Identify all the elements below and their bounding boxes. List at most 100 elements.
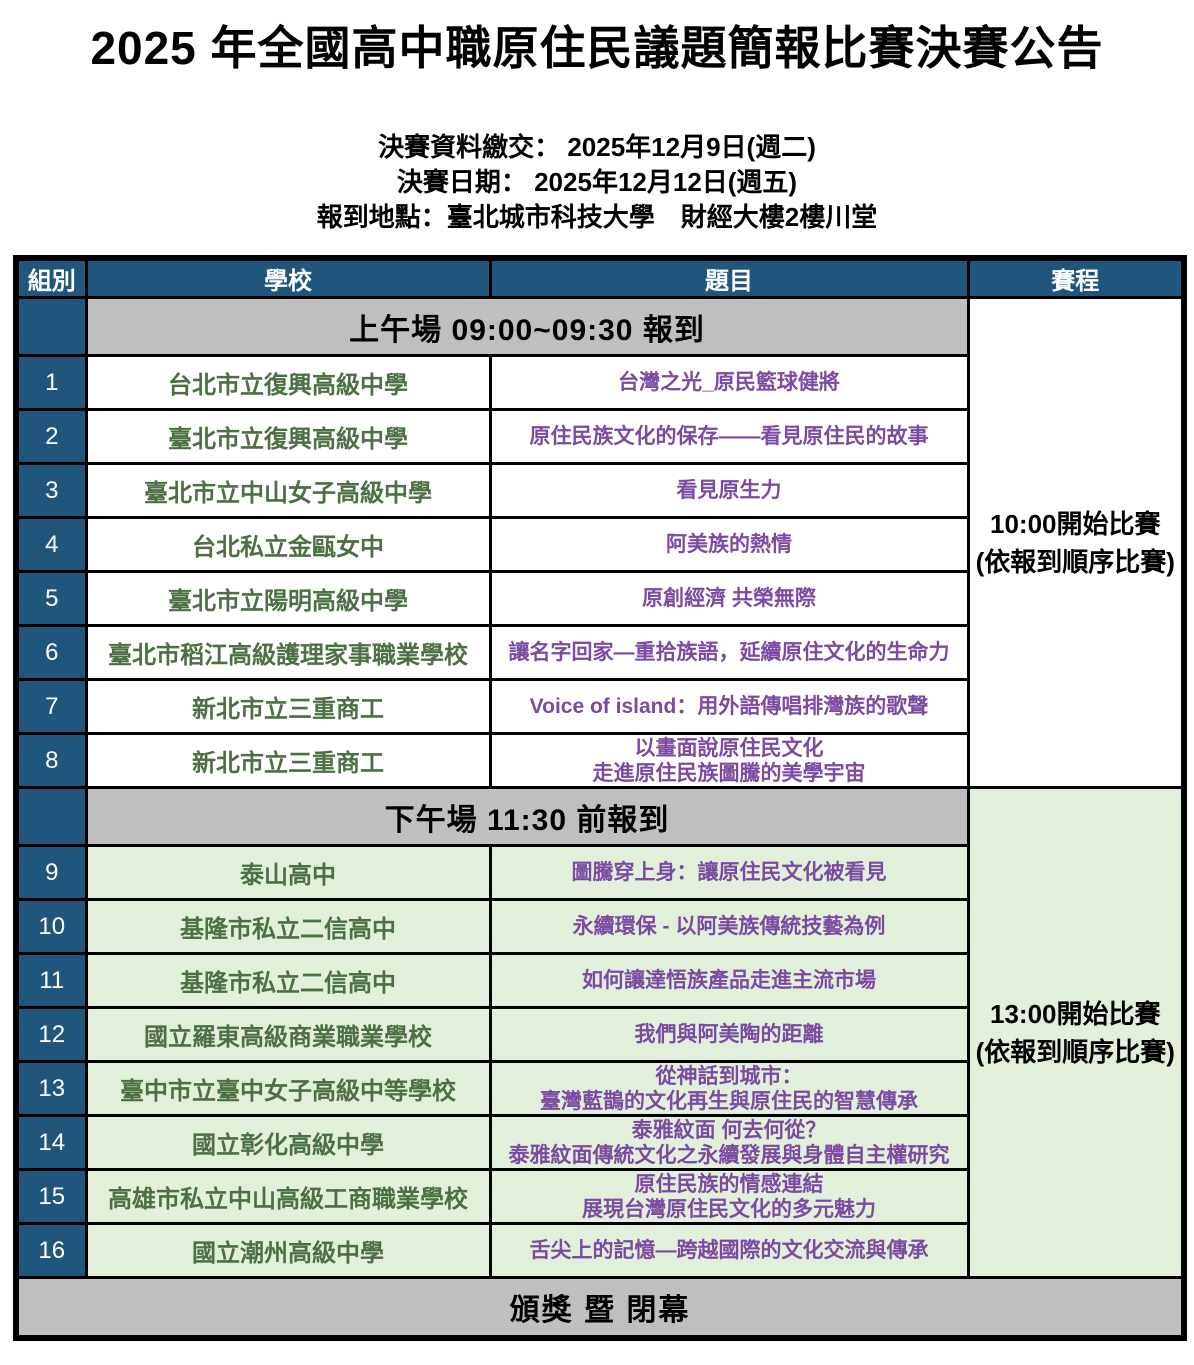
topic-cell: 以畫面說原住民文化 走進原住民族圖騰的美學宇宙	[488, 732, 970, 789]
schedule-line: (依報到順序比賽)	[975, 546, 1175, 577]
table-row: 7 新北市立三重商工 Voice of island：用外語傳唱排灣族的歌聲	[14, 678, 1184, 735]
session-banner-row: 上午場 09:00~09:30 報到 10:00開始比賽 (依報到順序比賽)	[14, 296, 1186, 789]
column-header-topic: 題目	[488, 256, 970, 299]
row-number-cell: 4	[14, 516, 88, 573]
topic-cell: 永續環保 - 以阿美族傳統技藝為例	[488, 898, 970, 955]
table-row: 1 台北市立復興高級中學 台灣之光_原民籃球健將	[14, 354, 1184, 411]
school-cell: 高雄市私立中山高級工商職業學校	[84, 1168, 492, 1225]
topic-cell: 從神話到城市： 臺灣藍鵲的文化再生與原住民的智慧傳承	[488, 1060, 970, 1117]
topic-line: 舌尖上的記憶—跨越國際的文化交流與傳承	[529, 1239, 929, 1262]
table-row: 5 臺北市立陽明高級中學 原創經濟 共榮無際	[14, 570, 1184, 627]
topic-line: 泰雅紋面 何去何從？	[631, 1118, 827, 1142]
schedule-cell: 10:00開始比賽 (依報到順序比賽)	[966, 296, 1186, 789]
schedule-line: (依報到順序比賽)	[975, 1036, 1175, 1067]
topic-line: 看見原生力	[676, 479, 782, 502]
table-row: 12 國立羅東高級商業職業學校 我們與阿美陶的距離	[14, 1006, 1184, 1063]
topic-cell: 原住民族文化的保存——看見原住民的故事	[488, 408, 970, 465]
topic-cell: 泰雅紋面 何去何從？ 泰雅紋面傳統文化之永續發展與身體自主權研究	[488, 1114, 970, 1171]
school-cell: 臺北市立陽明高級中學	[84, 570, 492, 627]
row-number-cell: 9	[14, 844, 88, 901]
topic-line: 如何讓達悟族產品走進主流市場	[582, 969, 876, 992]
school-cell: 國立羅東高級商業職業學校	[84, 1006, 492, 1063]
topic-cell: 讓名字回家—重拾族語，延續原住文化的生命力	[488, 624, 970, 681]
row-number-cell: 6	[14, 624, 88, 681]
page-title: 2025 年全國高中職原住民議題簡報比賽決賽公告	[90, 22, 1104, 74]
topic-cell: 原住民族的情感連結 展現台灣原住民文化的多元魅力	[488, 1168, 970, 1225]
topic-line: 永續環保 - 以阿美族傳統技藝為例	[572, 915, 886, 938]
topic-line: 原創經濟 共榮無際	[642, 587, 816, 610]
table-row: 6 臺北市稻江高級護理家事職業學校 讓名字回家—重拾族語，延續原住文化的生命力	[14, 624, 1184, 681]
table-row: 8 新北市立三重商工 以畫面說原住民文化 走進原住民族圖騰的美學宇宙	[14, 732, 1184, 789]
info-line-location: 報到地點：臺北城市科技大學 財經大樓2樓川堂	[316, 202, 878, 232]
topic-line: 阿美族的熱情	[666, 533, 792, 556]
topic-line: 台灣之光_原民籃球健將	[618, 371, 840, 394]
row-number-cell: 3	[14, 462, 88, 519]
topic-line: 臺灣藍鵲的文化再生與原住民的智慧傳承	[540, 1089, 918, 1113]
topic-line: 走進原住民族圖騰的美學宇宙	[592, 761, 866, 785]
column-header-school: 學校	[84, 256, 492, 299]
topic-line: 從神話到城市：	[655, 1064, 803, 1088]
topic-line: 原住民族文化的保存——看見原住民的故事	[529, 425, 929, 448]
column-header-row: 組別 學校 題目 賽程	[14, 256, 1186, 299]
school-cell: 基隆市私立二信高中	[84, 898, 492, 955]
column-header-schedule: 賽程	[966, 256, 1186, 299]
info-block: 決賽資料繳交： 2025年12月9日(週二) 決賽日期： 2025年12月12日…	[0, 130, 1194, 235]
topic-cell: 阿美族的熱情	[488, 516, 970, 573]
topic-line: Voice of island：用外語傳唱排灣族的歌聲	[529, 695, 929, 718]
topic-cell: Voice of island：用外語傳唱排灣族的歌聲	[488, 678, 970, 735]
info-line-submission: 決賽資料繳交： 2025年12月9日(週二)	[378, 132, 816, 162]
table-row: 11 基隆市私立二信高中 如何讓達悟族產品走進主流市場	[14, 952, 1184, 1009]
schedule-table: 組別 學校 題目 賽程 上午場 09:00~09:30 報到 10:00開始比賽 (…	[13, 255, 1187, 1341]
table-row: 14 國立彰化高級中學 泰雅紋面 何去何從？ 泰雅紋面傳統文化之永續發展與身體自主權研…	[14, 1114, 1184, 1171]
topic-cell: 如何讓達悟族產品走進主流市場	[488, 952, 970, 1009]
table-row: 9 泰山高中 圖騰穿上身：讓原住民文化被看見	[14, 844, 1184, 901]
row-number-cell: 10	[14, 898, 88, 955]
school-cell: 新北市立三重商工	[84, 732, 492, 789]
row-number-cell: 15	[14, 1168, 88, 1225]
row-number-cell: 12	[14, 1006, 88, 1063]
schedule-cell: 13:00開始比賽 (依報到順序比賽)	[966, 786, 1186, 1279]
school-cell: 新北市立三重商工	[84, 678, 492, 735]
row-number-cell: 16	[14, 1222, 88, 1279]
school-cell: 泰山高中	[84, 844, 492, 901]
school-cell: 臺北市稻江高級護理家事職業學校	[84, 624, 492, 681]
topic-cell: 舌尖上的記憶—跨越國際的文化交流與傳承	[488, 1222, 970, 1279]
row-number-cell: 5	[14, 570, 88, 627]
info-line-final-date: 決賽日期： 2025年12月12日(週五)	[396, 167, 798, 197]
topic-line: 原住民族的情感連結	[634, 1172, 824, 1196]
topic-line: 以畫面說原住民文化	[634, 736, 824, 760]
topic-line: 我們與阿美陶的距離	[634, 1023, 824, 1046]
footer-banner: 頒獎 暨 閉幕	[14, 1276, 1186, 1339]
school-cell: 臺中市立臺中女子高級中等學校	[84, 1060, 492, 1117]
row-number-cell: 8	[14, 732, 88, 789]
topic-cell: 圖騰穿上身：讓原住民文化被看見	[488, 844, 970, 901]
group-spacer-cell	[14, 296, 88, 357]
topic-cell: 原創經濟 共榮無際	[488, 570, 970, 627]
session-banner: 上午場 09:00~09:30 報到	[84, 296, 970, 357]
row-number-cell: 2	[14, 408, 88, 465]
session-banner-row: 下午場 11:30 前報到 13:00開始比賽 (依報到順序比賽)	[14, 786, 1186, 1279]
school-cell: 臺北市立中山女子高級中學	[84, 462, 492, 519]
school-cell: 基隆市私立二信高中	[84, 952, 492, 1009]
table-row: 4 台北私立金甌女中 阿美族的熱情	[14, 516, 1184, 573]
topic-line: 圖騰穿上身：讓原住民文化被看見	[571, 861, 887, 884]
school-cell: 台北私立金甌女中	[84, 516, 492, 573]
topic-cell: 台灣之光_原民籃球健將	[488, 354, 970, 411]
table-row: 10 基隆市私立二信高中 永續環保 - 以阿美族傳統技藝為例	[14, 898, 1184, 955]
topic-line: 讓名字回家—重拾族語，延續原住文化的生命力	[508, 641, 950, 664]
footer-row: 頒獎 暨 閉幕	[14, 1276, 1186, 1339]
topic-cell: 我們與阿美陶的距離	[488, 1006, 970, 1063]
schedule-line: 13:00開始比賽	[990, 998, 1161, 1029]
topic-line: 展現台灣原住民文化的多元魅力	[582, 1197, 876, 1221]
row-number-cell: 7	[14, 678, 88, 735]
school-cell: 國立潮州高級中學	[84, 1222, 492, 1279]
table-row: 2 臺北市立復興高級中學 原住民族文化的保存——看見原住民的故事	[14, 408, 1184, 465]
table-row: 3 臺北市立中山女子高級中學 看見原生力	[14, 462, 1184, 519]
row-number-cell: 14	[14, 1114, 88, 1171]
row-number-cell: 1	[14, 354, 88, 411]
school-cell: 台北市立復興高級中學	[84, 354, 492, 411]
table-row: 15 高雄市私立中山高級工商職業學校 原住民族的情感連結 展現台灣原住民文化的多元魅力	[14, 1168, 1184, 1225]
table-row: 16 國立潮州高級中學 舌尖上的記憶—跨越國際的文化交流與傳承	[14, 1222, 1184, 1279]
session-banner: 下午場 11:30 前報到	[84, 786, 970, 847]
row-number-cell: 11	[14, 952, 88, 1009]
